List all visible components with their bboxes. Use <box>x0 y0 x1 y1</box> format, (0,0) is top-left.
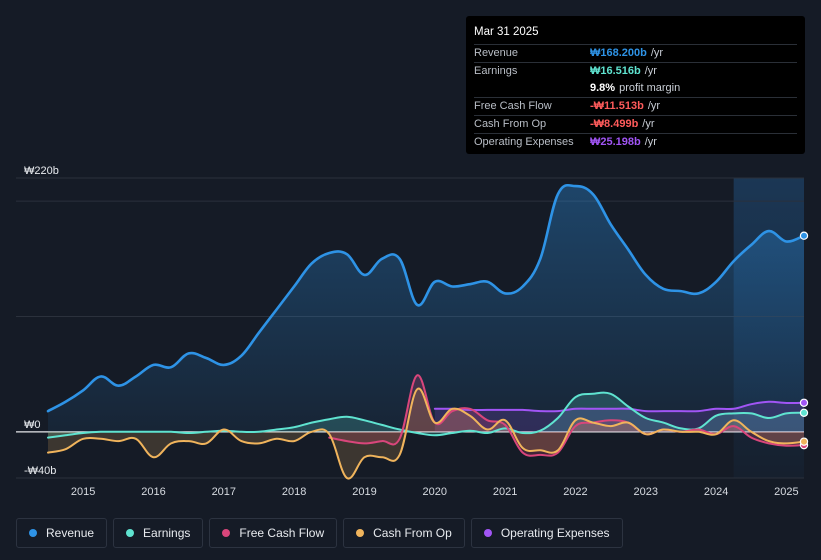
x-tick-label: 2019 <box>352 486 376 498</box>
legend-dot-icon <box>356 529 365 537</box>
tooltip-row: Operating Expenses ₩25.198b/yr <box>474 133 797 151</box>
legend-item-earnings[interactable]: Earnings <box>113 518 204 548</box>
legend: Revenue Earnings Free Cash Flow Cash From O… <box>16 518 623 548</box>
tooltip-row-value: -₩11.513b <box>590 100 644 112</box>
tooltip-row-label: Earnings <box>474 65 518 77</box>
tooltip-row-value: 9.8% <box>590 82 616 94</box>
legend-item-cfo[interactable]: Cash From Op <box>343 518 465 548</box>
tooltip-row-unit: /yr <box>644 136 657 148</box>
legend-label: Free Cash Flow <box>239 526 325 540</box>
y-tick-label: ₩0 <box>24 419 41 431</box>
legend-dot-icon <box>29 529 37 537</box>
revenue-end-marker <box>799 231 809 240</box>
tooltip-row-label: Free Cash Flow <box>474 100 552 112</box>
x-tick-label: 2023 <box>634 486 658 498</box>
tooltip-row-value: ₩25.198b <box>590 136 641 148</box>
legend-label: Cash From Op <box>373 526 452 540</box>
legend-dot-icon <box>483 529 492 537</box>
legend-label: Earnings <box>143 526 191 540</box>
x-tick-label: 2017 <box>212 486 236 498</box>
opex-line <box>433 400 805 413</box>
tooltip-row-unit: /yr <box>644 65 657 77</box>
tooltip-row-value: -₩8.499b <box>590 118 639 130</box>
tooltip-row: Revenue ₩168.200b/yr <box>474 44 797 62</box>
earnings-line <box>47 391 805 439</box>
revenue-line <box>46 183 806 413</box>
tooltip-row-label: Operating Expenses <box>474 136 574 148</box>
y-tick-label: -₩40b <box>24 465 56 477</box>
revenue-area <box>48 185 804 432</box>
x-tick-label: 2018 <box>282 486 306 498</box>
tooltip-row-unit: /yr <box>642 118 655 130</box>
tooltip-row-label <box>474 80 590 97</box>
x-tick-label: 2021 <box>493 486 517 498</box>
x-tick-label: 2016 <box>141 486 165 498</box>
tooltip-row-value: ₩16.516b <box>590 65 641 77</box>
legend-label: Revenue <box>46 526 95 540</box>
fcf-area <box>329 375 804 456</box>
opex-end-marker <box>799 398 809 407</box>
x-tick-label: 2025 <box>774 486 798 498</box>
tooltip-row: Earnings ₩16.516b/yr <box>474 62 797 80</box>
tooltip-row: Free Cash Flow -₩11.513b/yr <box>474 97 797 115</box>
tooltip-row-unit: /yr <box>647 100 661 112</box>
earnings-end-marker <box>799 408 809 418</box>
tooltip-panel: Mar 31 2025 Revenue ₩168.200b/yr Earnings ₩… <box>466 16 805 154</box>
x-tick-label: 2024 <box>704 486 728 498</box>
y-tick-label: ₩220b <box>24 165 59 177</box>
x-tick-label: 2022 <box>563 486 587 498</box>
x-tick-label: 2015 <box>71 486 95 498</box>
fcf-line <box>328 374 805 457</box>
cfo-end-marker <box>799 437 809 446</box>
tooltip-row-label: Revenue <box>474 47 519 59</box>
tooltip-row-unit: /yr <box>650 47 664 59</box>
tooltip-date: Mar 31 2025 <box>474 26 539 38</box>
cfo-area <box>48 388 804 479</box>
legend-dot-icon <box>222 529 231 537</box>
cfo-line <box>47 387 805 480</box>
tooltip-row: 9.8% profit margin <box>474 80 797 97</box>
legend-item-revenue[interactable]: Revenue <box>16 518 108 548</box>
tooltip-row-label: Cash From Op <box>474 118 547 130</box>
tooltip-row: Cash From Op -₩8.499b/yr <box>474 115 797 133</box>
legend-item-opex[interactable]: Operating Expenses <box>470 518 623 548</box>
legend-label: Operating Expenses <box>500 526 610 540</box>
tooltip-row-value: ₩168.200b <box>590 47 647 59</box>
x-tick-label: 2020 <box>423 486 447 498</box>
legend-item-fcf[interactable]: Free Cash Flow <box>209 518 338 548</box>
tooltip-row-unit: profit margin <box>619 82 681 94</box>
legend-dot-icon <box>126 529 135 537</box>
